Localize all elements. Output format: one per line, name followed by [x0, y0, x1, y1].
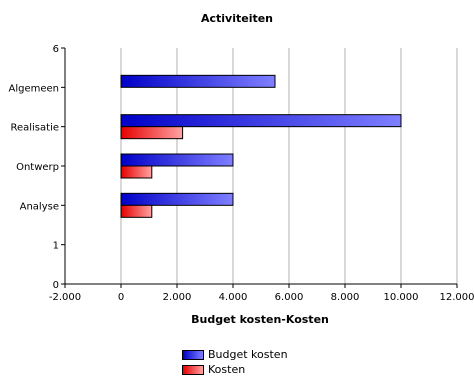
x-tick-label: 0 [118, 292, 124, 303]
x-tick-label: -2.000 [49, 292, 81, 303]
legend-item-budget: Budget kosten [182, 347, 288, 362]
legend-swatch-budget [182, 350, 204, 360]
category-label: Ontwerp [16, 162, 59, 173]
legend-item-kosten: Kosten [182, 362, 288, 377]
bar-budget-kosten [121, 154, 233, 166]
y-tick-label: 0 [53, 280, 59, 291]
bar-kosten [121, 166, 152, 178]
category-label: Algemeen [8, 83, 59, 94]
legend-swatch-kosten [182, 365, 204, 375]
category-label: Analyse [20, 201, 59, 212]
y-tick-label: 1 [53, 241, 59, 252]
legend: Budget kosten Kosten [182, 347, 288, 377]
bar-budget-kosten [121, 75, 275, 87]
bars [121, 75, 401, 217]
legend-label-budget: Budget kosten [208, 348, 288, 361]
x-tick-label: 4.000 [219, 292, 248, 303]
x-tick-label: 8.000 [331, 292, 360, 303]
x-tick-label: 2.000 [163, 292, 192, 303]
bar-budget-kosten [121, 115, 401, 127]
x-axis-label: Budget kosten-Kosten [191, 313, 329, 326]
legend-label-kosten: Kosten [208, 363, 245, 376]
category-label: Realisatie [10, 123, 59, 134]
x-tick-label: 12.000 [440, 292, 474, 303]
bar-budget-kosten [121, 193, 233, 205]
bar-kosten [121, 205, 152, 217]
chart-title: Activiteiten [201, 12, 273, 25]
y-tick-label: 6 [53, 44, 59, 55]
bar-kosten [121, 127, 183, 139]
x-tick-label: 10.000 [384, 292, 419, 303]
x-tick-label: 6.000 [275, 292, 304, 303]
